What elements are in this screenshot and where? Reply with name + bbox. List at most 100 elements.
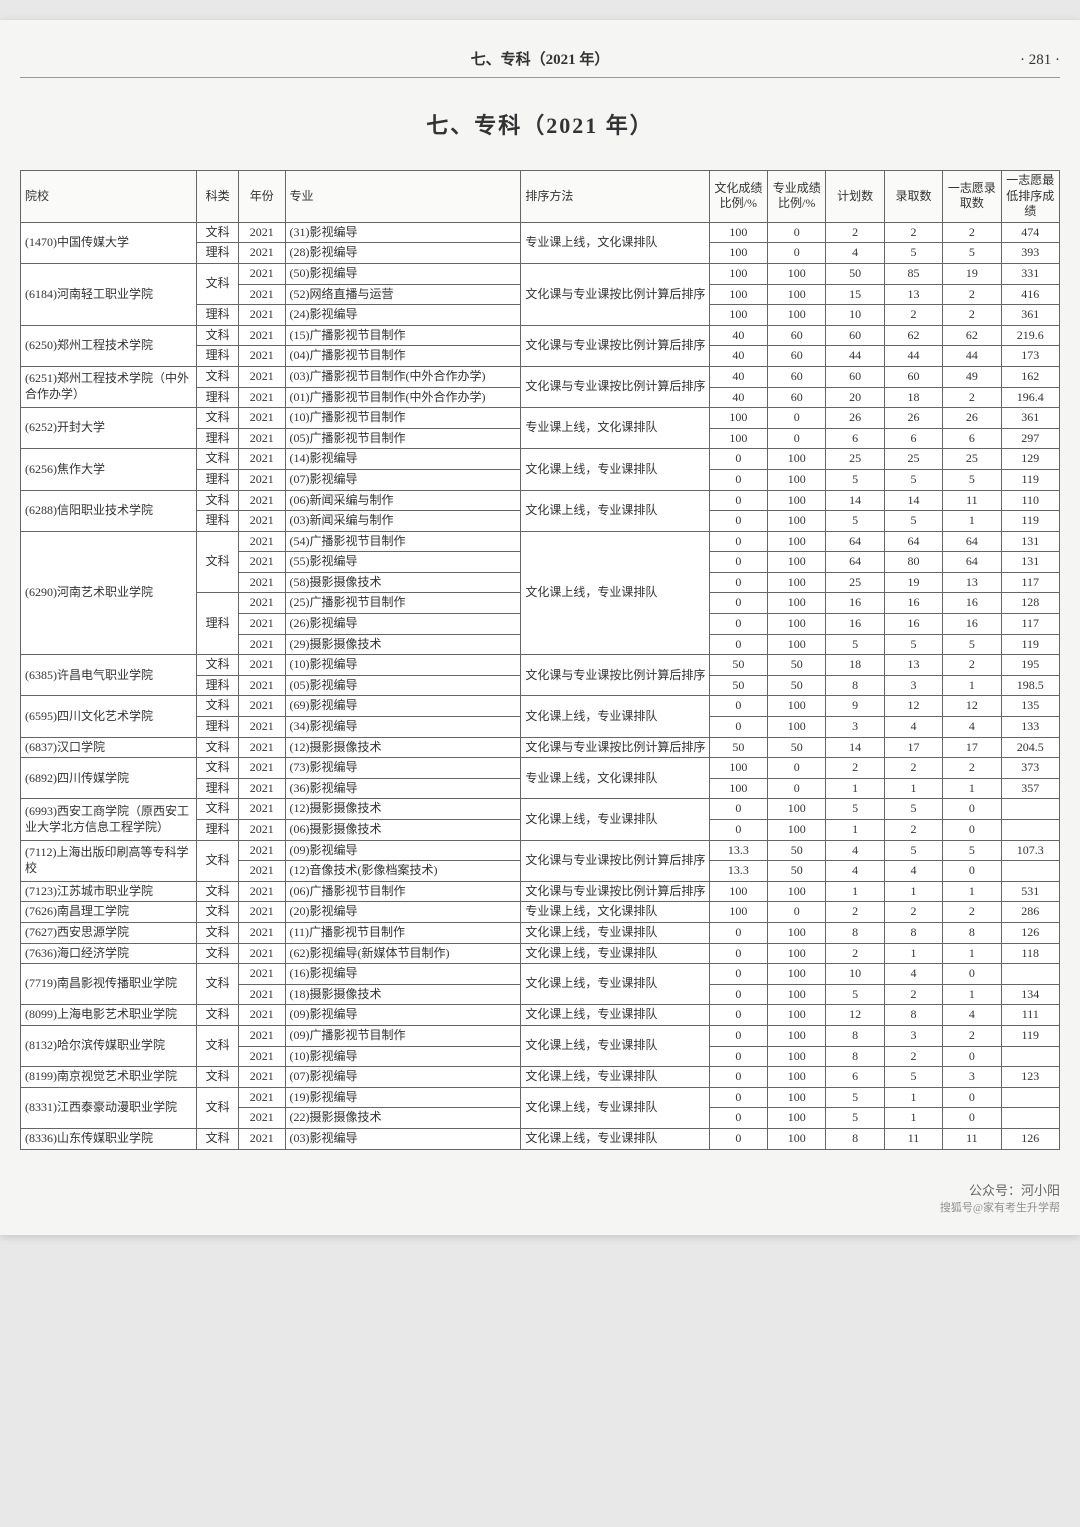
cell-major: (10)广播影视节目制作 [285,408,521,429]
cell-pro: 100 [768,305,826,326]
table-row: (6184)河南轻工职业学院文科2021(50)影视编导文化课与专业课按比例计算… [21,263,1060,284]
table-row: (6385)许昌电气职业学院文科2021(10)影视编导文化课与专业课按比例计算… [21,655,1060,676]
cell-enroll: 2 [884,305,942,326]
cell-culture: 100 [709,222,767,243]
cell-year: 2021 [239,758,285,779]
cell-major: (28)影视编导 [285,243,521,264]
cell-sort: 文化课与专业课按比例计算后排序 [521,263,709,325]
cell-enroll: 18 [884,387,942,408]
cell-culture: 0 [709,593,767,614]
col-sort: 排序方法 [521,171,709,223]
cell-min: 118 [1001,943,1059,964]
cell-major: (31)影视编导 [285,222,521,243]
cell-plan: 1 [826,881,884,902]
cell-plan: 5 [826,469,884,490]
watermark-line2: 搜狐号@家有考生升学帮 [20,1199,1060,1215]
cell-culture: 100 [709,305,767,326]
cell-category: 理科 [197,305,239,326]
cell-wish: 44 [943,346,1001,367]
cell-wish: 1 [943,675,1001,696]
cell-pro: 100 [768,511,826,532]
cell-culture: 0 [709,984,767,1005]
cell-min: 134 [1001,984,1059,1005]
cell-major: (22)摄影摄像技术 [285,1108,521,1129]
cell-min: 126 [1001,922,1059,943]
cell-school: (7112)上海出版印刷高等专科学校 [21,840,197,881]
col-wish: 一志愿录取数 [943,171,1001,223]
cell-enroll: 5 [884,634,942,655]
cell-enroll: 2 [884,222,942,243]
cell-sort: 文化课上线，专业课排队 [521,490,709,531]
cell-min: 117 [1001,614,1059,635]
cell-wish: 16 [943,593,1001,614]
cell-category: 理科 [197,820,239,841]
cell-sort: 文化课与专业课按比例计算后排序 [521,881,709,902]
cell-pro: 0 [768,428,826,449]
cell-pro: 0 [768,222,826,243]
cell-pro: 100 [768,1067,826,1088]
cell-enroll: 19 [884,572,942,593]
cell-culture: 0 [709,490,767,511]
page-title: 七、专科（2021 年） [20,108,1060,140]
cell-enroll: 16 [884,614,942,635]
cell-wish: 0 [943,820,1001,841]
cell-culture: 13.3 [709,840,767,861]
table-row: (6256)焦作大学文科2021(14)影视编导文化课上线，专业课排队01002… [21,449,1060,470]
cell-year: 2021 [239,305,285,326]
cell-wish: 2 [943,655,1001,676]
cell-min [1001,1108,1059,1129]
cell-plan: 26 [826,408,884,429]
cell-year: 2021 [239,1046,285,1067]
cell-culture: 50 [709,655,767,676]
cell-year: 2021 [239,284,285,305]
cell-category: 理科 [197,717,239,738]
cell-wish: 4 [943,717,1001,738]
cell-enroll: 1 [884,1087,942,1108]
cell-major: (03)影视编导 [285,1128,521,1149]
cell-plan: 16 [826,614,884,635]
col-school: 院校 [21,171,197,223]
cell-category: 文科 [197,696,239,717]
cell-pro: 100 [768,614,826,635]
cell-major: (52)网络直播与运营 [285,284,521,305]
cell-school: (6290)河南艺术职业学院 [21,531,197,655]
cell-year: 2021 [239,408,285,429]
cell-min [1001,861,1059,882]
col-pro: 专业成绩比例/% [768,171,826,223]
cell-year: 2021 [239,737,285,758]
table-row: (7719)南昌影视传播职业学院文科2021(16)影视编导文化课上线，专业课排… [21,964,1060,985]
cell-wish: 2 [943,758,1001,779]
cell-wish: 1 [943,881,1001,902]
cell-major: (24)影视编导 [285,305,521,326]
cell-plan: 64 [826,531,884,552]
cell-sort: 专业课上线，文化课排队 [521,222,709,263]
cell-culture: 0 [709,469,767,490]
cell-category: 理科 [197,346,239,367]
cell-plan: 6 [826,1067,884,1088]
cell-min: 119 [1001,511,1059,532]
cell-category: 理科 [197,675,239,696]
cell-sort: 文化课上线，专业课排队 [521,1005,709,1026]
cell-min: 531 [1001,881,1059,902]
cell-culture: 0 [709,964,767,985]
cell-sort: 文化课与专业课按比例计算后排序 [521,366,709,407]
cell-pro: 100 [768,449,826,470]
cell-major: (73)影视编导 [285,758,521,779]
cell-plan: 4 [826,243,884,264]
cell-pro: 100 [768,943,826,964]
cell-culture: 100 [709,263,767,284]
cell-school: (6250)郑州工程技术学院 [21,325,197,366]
cell-enroll: 12 [884,696,942,717]
cell-min: 361 [1001,408,1059,429]
cell-school: (6288)信阳职业技术学院 [21,490,197,531]
cell-year: 2021 [239,511,285,532]
cell-culture: 0 [709,511,767,532]
cell-pro: 60 [768,346,826,367]
cell-wish: 19 [943,263,1001,284]
cell-wish: 0 [943,964,1001,985]
table-row: (7626)南昌理工学院文科2021(20)影视编导专业课上线，文化课排队100… [21,902,1060,923]
cell-wish: 6 [943,428,1001,449]
cell-enroll: 5 [884,511,942,532]
cell-category: 文科 [197,490,239,511]
cell-sort: 文化课上线，专业课排队 [521,1087,709,1128]
